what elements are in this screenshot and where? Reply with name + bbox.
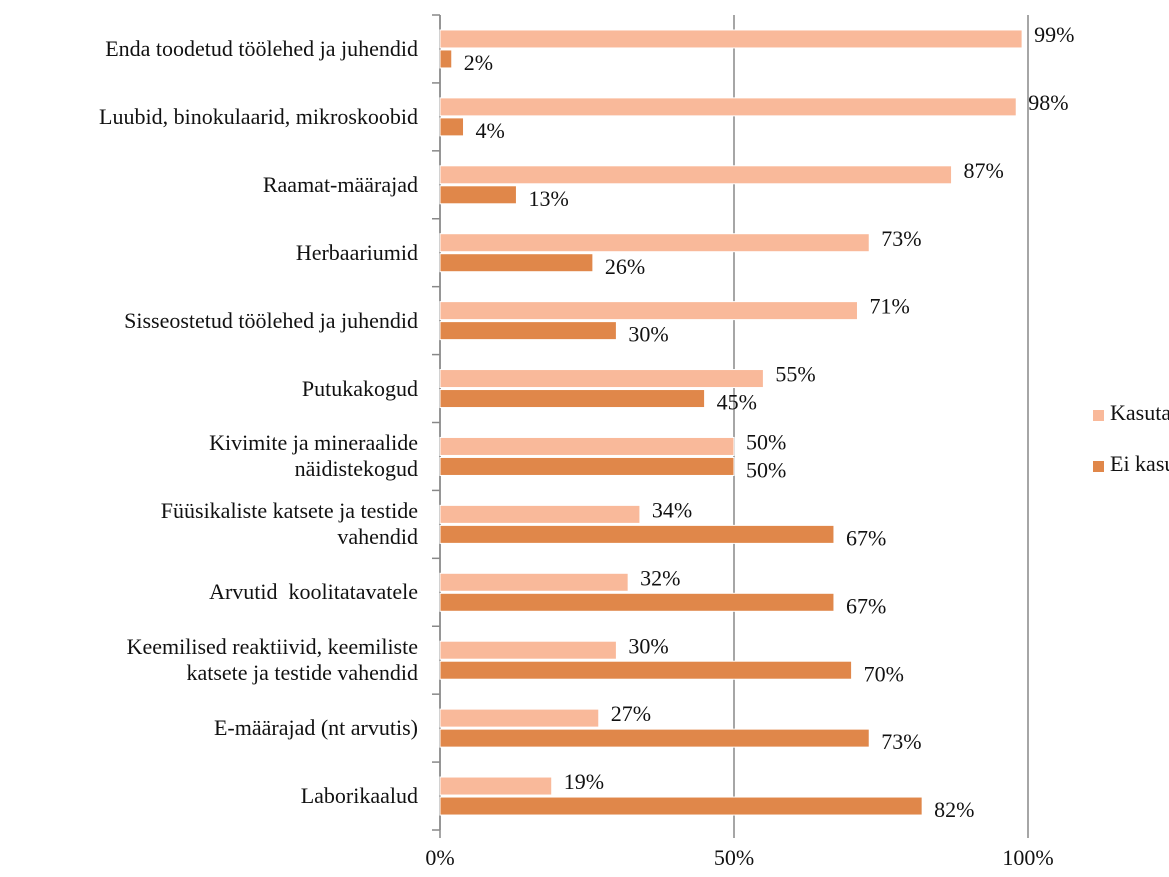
category-label: Enda toodetud töölehed ja juhendid: [105, 35, 418, 61]
bar: [439, 456, 735, 476]
data-label: 30%: [628, 322, 668, 347]
bar: [439, 436, 735, 456]
bar: [439, 708, 600, 728]
bar: [439, 796, 923, 816]
category-label: Füüsikaliste katsete ja testide vahendid: [160, 498, 418, 550]
data-label: 67%: [846, 593, 886, 618]
data-label: 99%: [1034, 22, 1074, 47]
data-label: 13%: [528, 186, 568, 211]
data-label: 50%: [746, 430, 786, 455]
bar: [439, 728, 870, 748]
data-label: 71%: [869, 294, 909, 319]
bar: [439, 97, 1017, 117]
category-label: Laborikaalud: [300, 783, 418, 809]
x-tick-label: 50%: [714, 845, 754, 870]
bar: [439, 524, 835, 544]
bar: [439, 389, 706, 409]
bar: [439, 640, 617, 660]
legend-swatch: [1093, 461, 1104, 472]
bar: [439, 776, 553, 796]
bar: [439, 301, 858, 321]
data-label: 67%: [846, 525, 886, 550]
legend-label: Kasutan: [1110, 400, 1169, 425]
bar: [439, 253, 594, 273]
data-label: 98%: [1028, 90, 1068, 115]
bar: [439, 660, 853, 680]
category-label: Sisseostetud töölehed ja juhendid: [124, 307, 418, 333]
data-label: 55%: [775, 362, 815, 387]
legend-swatch: [1093, 410, 1104, 421]
category-label: Keemilised reaktiivid, keemiliste katset…: [126, 634, 418, 686]
bar: [439, 49, 453, 69]
x-tick-label: 100%: [1002, 845, 1053, 870]
data-label: 2%: [464, 50, 493, 75]
data-label: 70%: [864, 661, 904, 686]
legend-label: Ei kasuta: [1110, 451, 1169, 476]
data-label: 73%: [881, 226, 921, 251]
data-label: 26%: [605, 254, 645, 279]
bar: [439, 29, 1023, 49]
data-label: 50%: [746, 458, 786, 483]
data-label: 30%: [628, 633, 668, 658]
category-label: Kivimite ja mineraalide näidistekogud: [209, 430, 418, 482]
category-label: Herbaariumid: [295, 239, 418, 265]
x-tick-label: 0%: [425, 845, 454, 870]
category-label: Arvutid koolitatavatele: [209, 579, 418, 605]
category-label: Putukakogud: [301, 375, 418, 401]
bar: [439, 369, 764, 389]
data-label: 4%: [476, 118, 505, 143]
data-label: 73%: [881, 729, 921, 754]
data-label: 27%: [611, 701, 651, 726]
category-label: Raamat-määrajad: [262, 171, 418, 197]
bar: [439, 165, 953, 185]
data-label: 87%: [964, 158, 1004, 183]
category-label: E-määrajad (nt arvutis): [213, 715, 418, 741]
bar: [439, 504, 641, 524]
category-label: Luubid, binokulaarid, mikroskoobid: [99, 103, 418, 129]
bar: [439, 117, 465, 137]
bar: [439, 592, 835, 612]
data-label: 45%: [717, 390, 757, 415]
bar: [439, 321, 617, 341]
data-label: 32%: [640, 565, 680, 590]
bar: [439, 572, 629, 592]
data-label: 82%: [934, 797, 974, 822]
data-label: 34%: [652, 497, 692, 522]
data-label: 19%: [564, 769, 604, 794]
bar: [439, 185, 517, 205]
bar: [439, 233, 870, 253]
